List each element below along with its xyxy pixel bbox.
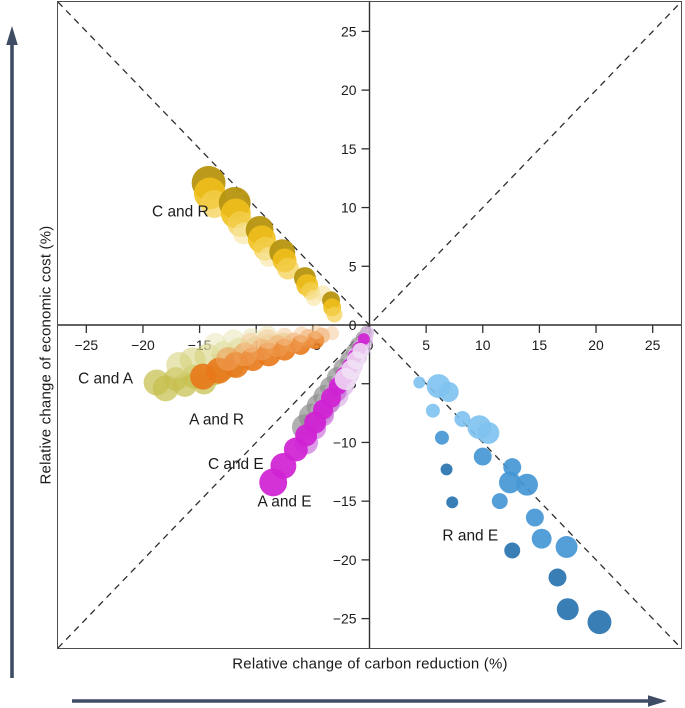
y-tick-label: 10 [341,200,357,216]
cluster-label-c-and-r: C and R [152,204,209,221]
bubble-c-and-r [276,257,299,280]
cluster-label-c-and-a: C and A [78,370,134,387]
x-tick-label: 10 [475,337,491,353]
bubble-r-and-e [446,496,459,509]
y-tick-label: −25 [333,611,357,627]
bubble-r-and-e [413,376,426,389]
y-tick-label: 20 [341,82,357,98]
bubble-r-and-e [491,493,508,510]
bubble-a-and-r [325,326,340,341]
bubble-a-and-e [352,342,369,359]
bubble-r-and-e [425,403,440,418]
bubble-r-and-e [477,422,500,445]
bubble-r-and-e [454,411,471,427]
x-tick-label: 20 [588,337,604,353]
bubble-c-and-r [326,306,343,323]
y-tick-label: 25 [341,23,357,39]
bubble-r-and-e [548,568,567,587]
plot-area: −25−20−15−10−505101520252520151050−5−10−… [57,1,682,649]
cluster-label-c-and-e: C and E [208,456,264,473]
bubble-r-and-e [434,430,449,445]
x-tick-label: −25 [74,337,98,353]
bubble-r-and-e [516,473,538,496]
y-tick-label: −15 [333,493,357,509]
y-tick-label: −20 [333,552,357,568]
bubble-r-and-e [555,536,578,558]
bubble-r-and-e [438,382,459,402]
cluster-label-a-and-r: A and R [189,411,244,428]
y-tick-label: 0 [349,317,357,333]
bubble-a-and-r [257,329,278,350]
bubble-r-and-e [531,528,552,549]
x-axis-title: Relative change of carbon reduction (%) [232,655,508,673]
y-axis-direction-arrow [6,26,18,678]
bubble-r-and-e [556,598,579,621]
cluster-label-r-and-e: R and E [442,528,498,545]
bubble-r-and-e [473,447,492,466]
y-tick-label: −10 [333,434,357,450]
x-axis-direction-arrow [72,695,667,707]
y-tick-label: 15 [341,141,357,157]
bubble-a-and-e [357,333,370,346]
bubble-a-and-r [275,327,294,346]
plot-canvas: −25−20−15−10−505101520252520151050−5−10−… [58,2,681,648]
bubble-c-and-a [204,332,227,355]
bubble-r-and-e [503,458,522,477]
bubble-r-and-e [504,542,521,559]
y-tick-label: 5 [349,258,357,274]
x-tick-label: 25 [645,337,661,353]
x-tick-label: −20 [131,337,155,353]
bubble-r-and-e [498,471,521,494]
bubble-r-and-e [587,610,612,635]
bubble-a-and-r [293,326,310,343]
bubble-a-and-r [309,325,324,340]
y-axis-title: Relative change of economic cost (%) [37,225,55,485]
x-tick-label: 15 [532,337,548,353]
bubble-a-and-r [240,332,261,353]
cluster-label-a-and-e: A and E [258,494,312,511]
bubble-r-and-e [525,508,544,527]
x-tick-label: 5 [422,337,430,353]
bubble-r-and-e [440,463,453,476]
